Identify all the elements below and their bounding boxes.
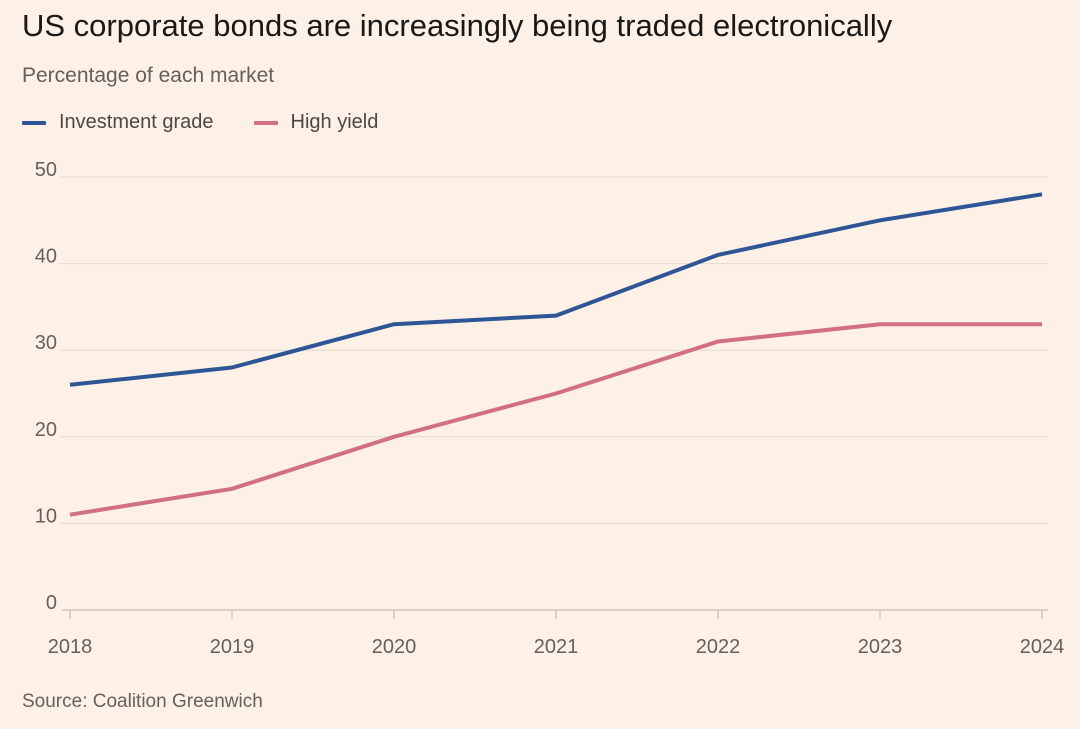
grid-layer bbox=[60, 176, 1048, 524]
legend-item-investment-grade: Investment grade bbox=[22, 111, 214, 134]
data-point-high-yield-2023 bbox=[878, 322, 882, 326]
x-tick-label-2018: 2018 bbox=[48, 636, 93, 658]
data-point-high-yield-2020 bbox=[392, 435, 396, 439]
y-tick-label-10: 10 bbox=[35, 505, 57, 527]
chart-subtitle: Percentage of each market bbox=[22, 64, 275, 87]
legend-label-investment-grade: Investment grade bbox=[59, 111, 214, 133]
y-tick-label-30: 30 bbox=[35, 332, 57, 354]
data-point-high-yield-2019 bbox=[230, 487, 234, 491]
y-tick-label-50: 50 bbox=[35, 159, 57, 181]
axis-layer: 0 10 20 30 40 50 2018 2019 2020 2021 2022 2023 2024 bbox=[35, 159, 1065, 658]
y-tick-label-40: 40 bbox=[35, 246, 57, 268]
data-point-high-yield-2021 bbox=[554, 392, 558, 396]
data-point-high-yield-2018 bbox=[68, 513, 72, 517]
legend-swatch-high-yield bbox=[253, 120, 278, 125]
series-line-investment-grade bbox=[69, 192, 1043, 387]
legend-swatch-investment-grade bbox=[22, 120, 46, 125]
data-point-investment-grade-2019 bbox=[230, 366, 234, 370]
x-tick-label-2024: 2024 bbox=[1020, 636, 1065, 658]
data-point-high-yield-2022 bbox=[716, 340, 720, 344]
y-tick-label-0: 0 bbox=[46, 592, 57, 614]
series-line-high-yield bbox=[69, 322, 1042, 517]
data-point-high-yield-2024 bbox=[1040, 322, 1044, 326]
chart-title: US corporate bonds are increasingly bein… bbox=[22, 8, 893, 43]
x-tick-label-2022: 2022 bbox=[696, 636, 741, 658]
data-point-investment-grade-2021 bbox=[554, 314, 558, 318]
legend-item-high-yield: High yield bbox=[253, 111, 379, 134]
legend-label-high-yield: High yield bbox=[290, 111, 379, 133]
y-tick-label-20: 20 bbox=[35, 419, 57, 441]
x-tick-label-2023: 2023 bbox=[858, 636, 903, 658]
data-point-investment-grade-2024 bbox=[1040, 192, 1044, 196]
data-point-investment-grade-2020 bbox=[392, 322, 396, 326]
x-tick-label-2021: 2021 bbox=[534, 636, 579, 658]
data-point-investment-grade-2022 bbox=[716, 253, 720, 257]
x-tick-label-2019: 2019 bbox=[210, 636, 255, 658]
source-note: Source: Coalition Greenwich bbox=[22, 691, 263, 712]
data-point-investment-grade-2018 bbox=[68, 383, 72, 387]
data-point-investment-grade-2023 bbox=[878, 218, 882, 222]
x-tick-label-2020: 2020 bbox=[372, 636, 417, 658]
series-layer bbox=[68, 192, 1044, 517]
legend: Investment grade High yield bbox=[22, 111, 378, 134]
